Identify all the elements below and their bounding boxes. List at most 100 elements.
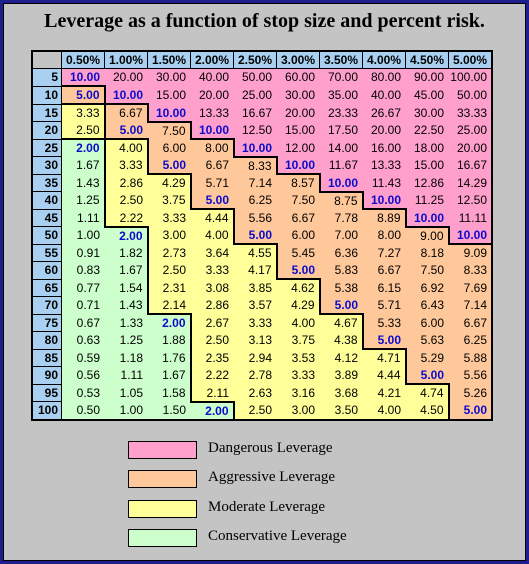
table-cell: 1.67 [147, 366, 191, 384]
table-cell: 2.00 [61, 138, 105, 157]
table-cell: 6.67 [276, 209, 320, 227]
table-cell: 16.00 [362, 139, 406, 157]
table-cell: 35.00 [319, 86, 363, 104]
table-cell: 4.74 [405, 383, 449, 402]
table-cell: 4.62 [276, 278, 320, 297]
legend-swatch [128, 470, 197, 488]
table-cell: 10.00 [361, 191, 406, 209]
row-header: 20 [31, 121, 62, 140]
table-cell: 0.56 [61, 366, 105, 384]
table-row: 25 2.00 4.00 6.00 8.00 10.00 12.00 14.00 16.00 18… [31, 138, 492, 157]
table-cell: 2.50 [232, 401, 277, 420]
table-cell: 2.22 [103, 209, 148, 227]
table-cell: 10.00 [146, 104, 191, 122]
table-cell: 2.67 [189, 314, 234, 332]
table-cell: 0.77 [61, 279, 105, 297]
table-cell: 7.00 [319, 226, 363, 244]
legend-label: Conservative Leverage [208, 528, 347, 544]
table-cell: 10.00 [61, 68, 105, 86]
row-header: 45 [31, 208, 62, 227]
table-cell: 12.50 [448, 191, 492, 209]
table-cell: 14.00 [319, 139, 363, 157]
table-cell: 10.00 [189, 121, 234, 139]
table-cell: 1.43 [61, 174, 105, 192]
table-cell: 70.00 [319, 68, 363, 86]
table-cell: 3.16 [276, 384, 320, 402]
table-cell: 8.57 [276, 173, 320, 192]
table-cell: 3.33 [103, 156, 148, 174]
column-header: 3.50% [319, 50, 363, 69]
row-header: 5 [31, 68, 62, 87]
table-cell: 40.00 [190, 68, 234, 86]
table-cell: 6.00 [405, 314, 449, 332]
table-cell: 3.33 [190, 261, 234, 279]
app-frame: Leverage as a function of stop size and … [3, 3, 526, 561]
table-cell: 3.33 [61, 103, 105, 122]
table-row: 40 1.25 2.50 3.75 5.00 6.25 7.50 8.75 10.00 11.25… [31, 190, 492, 210]
table-cell: 5.00 [146, 156, 191, 174]
table-cell: 6.67 [190, 156, 234, 174]
table-cell: 5.00 [404, 366, 449, 384]
table-cell: 4.12 [319, 349, 363, 367]
table-cell: 4.50 [405, 401, 449, 420]
table-cell: 0.63 [61, 331, 105, 349]
table-cell: 1.88 [147, 331, 191, 349]
table-cell: 100.00 [448, 68, 492, 86]
table-cell: 30.00 [276, 86, 320, 104]
table-cell: 10.00 [447, 226, 492, 244]
table-row: 70 0.71 1.43 2.14 2.86 3.57 4.29 5.00 5.71 6.43 7.… [31, 296, 492, 315]
table-cell: 2.73 [146, 244, 191, 262]
column-header: 2.00% [190, 50, 234, 69]
table-cell: 5.56 [232, 209, 277, 227]
table-cell: 2.14 [146, 296, 191, 314]
table-cell: 2.86 [190, 296, 234, 314]
table-cell: 20.00 [362, 121, 406, 139]
table-cell: 2.35 [189, 349, 234, 367]
table-cell: 10.00 [318, 174, 363, 192]
table-cell: 50.00 [233, 68, 277, 86]
table-cell: 7.50 [405, 261, 449, 279]
row-header: 60 [31, 261, 62, 280]
column-header: 4.00% [362, 50, 406, 69]
table-cell: 3.68 [319, 384, 363, 402]
table-cell: 7.27 [362, 244, 406, 262]
table-row: 50 1.00 2.00 3.00 4.00 5.00 6.00 7.00 8.00 9.00 10… [31, 225, 492, 245]
table-cell: 1.00 [104, 401, 148, 420]
table-cell: 2.00 [104, 225, 148, 244]
row-header: 85 [31, 348, 62, 367]
row-header: 40 [31, 191, 62, 210]
table-cell: 4.00 [103, 138, 148, 157]
table-cell: 5.45 [275, 244, 320, 262]
table-cell: 3.00 [146, 226, 191, 244]
table-cell: 11.43 [362, 174, 406, 192]
table-cell: 23.33 [319, 104, 363, 122]
table-cell: 12.50 [233, 121, 277, 139]
leverage-table: 0.50% 1.00% 1.50% 2.00% 2.50% 3.00% 3.50% 4.00%… [31, 50, 493, 421]
table-cell: 45.00 [405, 86, 449, 104]
table-cell: 8.00 [362, 226, 406, 244]
table-cell: 20.00 [104, 68, 148, 86]
table-cell: 2.50 [189, 331, 234, 349]
table-cell: 22.50 [405, 121, 449, 139]
table-cell: 33.33 [448, 104, 492, 122]
table-cell: 0.59 [61, 349, 105, 367]
table-cell: 20.00 [448, 139, 492, 157]
table-cell: 5.83 [319, 261, 363, 279]
table-cell: 4.55 [233, 243, 277, 262]
table-cell: 1.25 [61, 191, 105, 209]
table-cell: 15.00 [405, 156, 449, 174]
table-cell: 6.00 [146, 139, 191, 157]
table-cell: 7.69 [448, 279, 492, 297]
table-cell: 16.67 [233, 104, 277, 122]
table-cell: 5.38 [318, 279, 363, 297]
table-cell: 1.11 [104, 366, 148, 384]
table-cell: 3.50 [319, 401, 363, 420]
table-cell: 6.36 [319, 244, 363, 262]
column-header: 1.00% [104, 50, 148, 69]
page-title: Leverage as a function of stop size and … [44, 10, 485, 32]
table-cell: 4.00 [276, 314, 320, 332]
table-cell: 3.00 [276, 401, 320, 420]
table-cell: 3.33 [276, 366, 320, 384]
table-cell: 5.71 [189, 174, 234, 192]
row-header: 25 [31, 138, 62, 157]
